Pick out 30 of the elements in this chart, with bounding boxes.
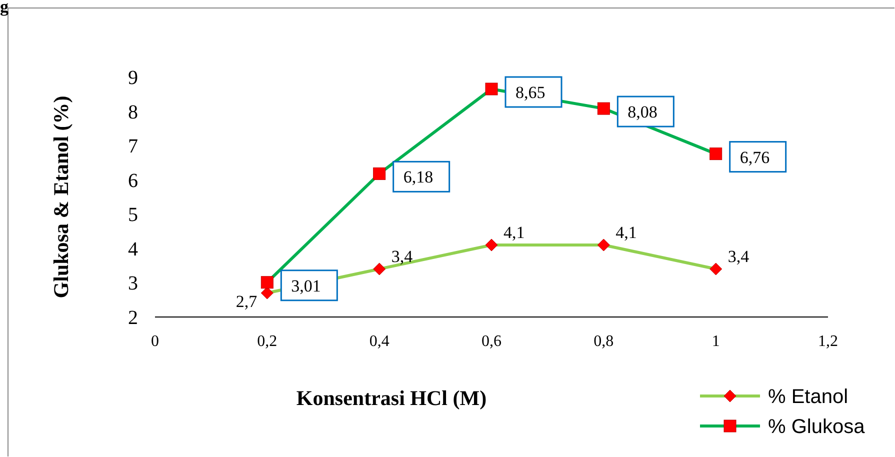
x-axis-title: Konsentrasi HCl (M) [296, 386, 487, 410]
data-label: 6,76 [740, 148, 770, 167]
data-label: 4,1 [616, 223, 637, 242]
data-label: 3,4 [728, 247, 750, 266]
y-axis-title: Glukosa & Etanol (%) [49, 96, 73, 298]
y-tick-label: 4 [128, 238, 138, 260]
data-label: 6,18 [403, 168, 434, 187]
legend-label: % Glukosa [768, 416, 866, 438]
y-tick-label: 6 [128, 170, 138, 192]
y-tick-label: 3 [128, 272, 138, 295]
x-tick-label: 0,6 [482, 333, 502, 350]
data-label: 4,1 [504, 223, 525, 242]
y-tick-label: 8 [128, 101, 138, 124]
data-label: 2,7 [236, 292, 258, 311]
data-label: 8,08 [628, 102, 658, 122]
x-tick-label: 1,2 [818, 333, 838, 350]
x-tick-label: 0,4 [369, 333, 390, 350]
data-label: 3,4 [391, 247, 414, 266]
data-label: 3,01 [291, 276, 321, 296]
y-tick-label: 9 [128, 67, 138, 89]
x-tick-label: 0,2 [257, 333, 278, 350]
x-tick-label: 1 [712, 333, 720, 350]
x-tick-label: 0,8 [594, 333, 614, 350]
data-label: 8,65 [516, 83, 546, 102]
legend-label: % Etanol [768, 386, 848, 408]
y-tick-label: 5 [128, 204, 138, 226]
text: g [0, 0, 9, 16]
y-tick-label: 7 [128, 136, 138, 158]
y-tick-label: 2 [128, 307, 138, 329]
x-tick-label: 0 [151, 333, 159, 350]
